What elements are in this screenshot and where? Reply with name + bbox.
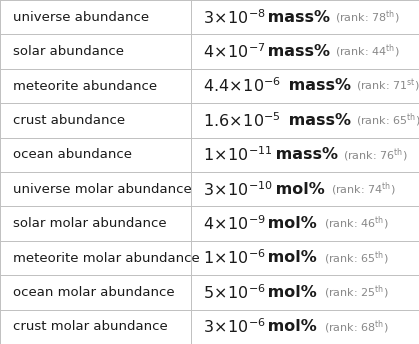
Text: mol%: mol% [262, 250, 317, 266]
Text: mol%: mol% [262, 319, 317, 334]
Text: $3\!\times\!10^{-6}$: $3\!\times\!10^{-6}$ [203, 318, 266, 336]
Text: (rank: 25$^{\mathregular{th}}$): (rank: 25$^{\mathregular{th}}$) [317, 283, 388, 301]
Text: $1\!\times\!10^{-6}$: $1\!\times\!10^{-6}$ [203, 249, 266, 267]
Text: solar molar abundance: solar molar abundance [13, 217, 166, 230]
Text: mol%: mol% [270, 182, 325, 197]
Text: (rank: 65$^{\mathregular{th}}$): (rank: 65$^{\mathregular{th}}$) [317, 249, 388, 267]
Text: (rank: 71$^{\mathregular{st}}$): (rank: 71$^{\mathregular{st}}$) [349, 78, 419, 94]
Text: meteorite molar abundance: meteorite molar abundance [13, 251, 199, 265]
Text: universe abundance: universe abundance [13, 11, 149, 24]
Text: mass%: mass% [262, 44, 330, 59]
Text: $3\!\times\!10^{-8}$: $3\!\times\!10^{-8}$ [203, 8, 266, 26]
Text: $1\!\times\!10^{-11}$: $1\!\times\!10^{-11}$ [203, 146, 273, 164]
Text: $1.6\!\times\!10^{-5}$: $1.6\!\times\!10^{-5}$ [203, 111, 281, 130]
Text: crust abundance: crust abundance [13, 114, 125, 127]
Text: mass%: mass% [270, 147, 338, 162]
Text: (rank: 65$^{\mathregular{th}}$): (rank: 65$^{\mathregular{th}}$) [349, 111, 419, 129]
Text: meteorite abundance: meteorite abundance [13, 79, 157, 93]
Text: (rank: 68$^{\mathregular{th}}$): (rank: 68$^{\mathregular{th}}$) [317, 318, 388, 336]
Text: (rank: 46$^{\mathregular{th}}$): (rank: 46$^{\mathregular{th}}$) [317, 215, 388, 233]
Text: (rank: 44$^{\mathregular{th}}$): (rank: 44$^{\mathregular{th}}$) [328, 43, 400, 61]
Text: ocean molar abundance: ocean molar abundance [13, 286, 174, 299]
Text: ocean abundance: ocean abundance [13, 148, 132, 161]
Text: $4\!\times\!10^{-7}$: $4\!\times\!10^{-7}$ [203, 42, 266, 61]
Text: mass%: mass% [262, 10, 330, 25]
Text: mass%: mass% [283, 113, 351, 128]
Text: universe molar abundance: universe molar abundance [13, 183, 191, 196]
Text: $3\!\times\!10^{-10}$: $3\!\times\!10^{-10}$ [203, 180, 273, 198]
Text: mol%: mol% [262, 285, 317, 300]
Text: (rank: 78$^{\mathregular{th}}$): (rank: 78$^{\mathregular{th}}$) [328, 8, 400, 26]
Text: $4.4\!\times\!10^{-6}$: $4.4\!\times\!10^{-6}$ [203, 77, 281, 95]
Text: mass%: mass% [283, 78, 351, 94]
Text: solar abundance: solar abundance [13, 45, 124, 58]
Text: mol%: mol% [262, 216, 317, 231]
Text: (rank: 74$^{\mathregular{th}}$): (rank: 74$^{\mathregular{th}}$) [324, 180, 396, 198]
Text: $4\!\times\!10^{-9}$: $4\!\times\!10^{-9}$ [203, 214, 266, 233]
Text: $5\!\times\!10^{-6}$: $5\!\times\!10^{-6}$ [203, 283, 266, 302]
Text: (rank: 76$^{\mathregular{th}}$): (rank: 76$^{\mathregular{th}}$) [336, 146, 408, 164]
Text: crust molar abundance: crust molar abundance [13, 320, 167, 333]
